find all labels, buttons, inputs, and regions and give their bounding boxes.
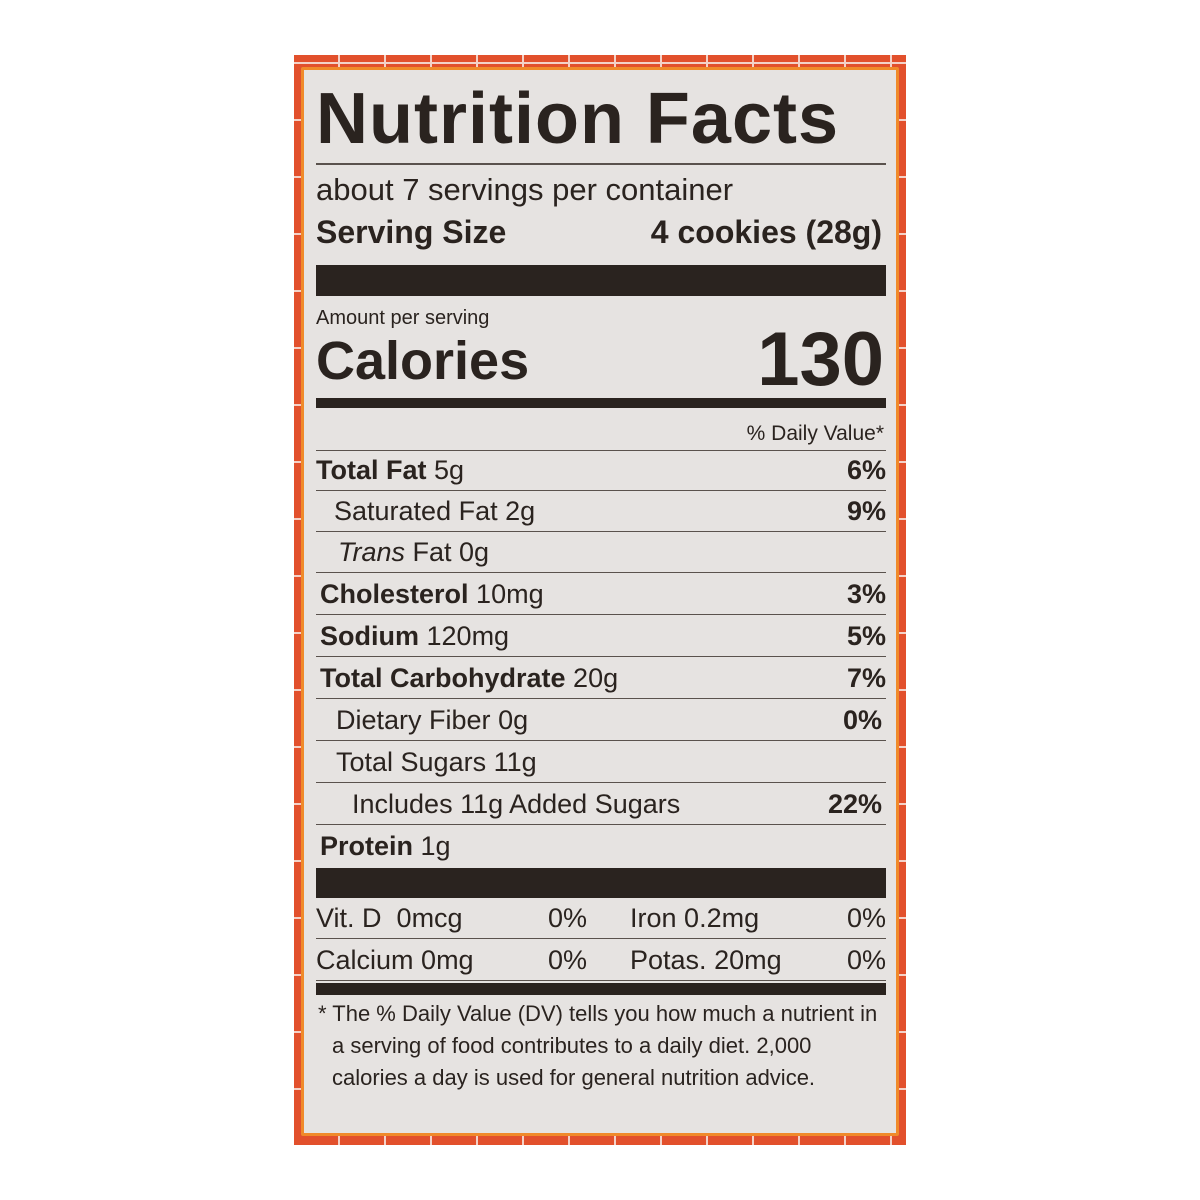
calories-value: 130 [757, 317, 884, 402]
nutrient-amount: 5g [434, 455, 465, 485]
vitamin-dv: 0% [548, 945, 588, 975]
vitamin-name: Potas. [630, 945, 707, 975]
nutrient-dv: 22% [827, 789, 882, 819]
nutrient-row: Cholesterol 10mg 3% [316, 574, 886, 615]
nutrient-name: Dietary Fiber [336, 705, 491, 735]
vitamin-name: Iron [630, 903, 677, 933]
serving-size-label: Serving Size [316, 214, 507, 250]
label-title: Nutrition Facts [316, 79, 840, 159]
nutrient-row: Includes 11g Added Sugars 22% [316, 784, 886, 825]
nutrient-name: Total Carbohydrate [320, 663, 566, 693]
nutrient-name: Cholesterol [320, 579, 469, 609]
daily-value-header: % Daily Value* [746, 422, 884, 445]
vitamin-row: Calcium 0mg 0% Potas. 20mg 0% [316, 940, 886, 981]
vitamin-dv: 0% [846, 945, 886, 975]
nutrient-amount: 1g [420, 831, 451, 861]
nutrient-name: Total Sugars [336, 747, 487, 777]
thick-divider [316, 265, 886, 296]
vitamin-dv: 0% [846, 903, 886, 933]
nutrient-dv: 5% [846, 621, 886, 651]
nutrient-name: Saturated Fat [334, 496, 498, 526]
vitamin-dv: 0% [548, 903, 588, 933]
nutrient-row: Total Carbohydrate 20g 7% [316, 658, 886, 699]
nutrient-name: Trans [338, 537, 406, 567]
thick-divider [316, 868, 886, 898]
nutrient-amount: 20g [573, 663, 619, 693]
nutrient-row: Saturated Fat 2g 9% [316, 491, 886, 532]
nutrient-row: Sodium 120mg 5% [316, 616, 886, 657]
nutrient-dv: 6% [846, 455, 886, 485]
vitamin-name: Calcium [316, 945, 414, 975]
divider [316, 450, 886, 451]
nutrient-name: Protein [320, 831, 414, 861]
nutrient-row: Trans Fat 0g [316, 532, 886, 573]
nutrient-name: Total Fat [316, 455, 427, 485]
nutrient-amount: 2g [505, 496, 536, 526]
servings-per-container: about 7 servings per container [316, 172, 734, 207]
nutrient-amount: 120mg [426, 621, 510, 651]
nutrient-name: Includes 11g Added Sugars [352, 789, 681, 819]
footnote: * The % Daily Value (DV) tells you how m… [318, 1001, 878, 1090]
nutrient-amount: 11g [493, 747, 537, 777]
nutrient-row: Total Fat 5g 6% [316, 450, 886, 491]
nutrient-amount: 0g [498, 705, 529, 735]
vitamin-amount: 0mcg [396, 903, 463, 933]
vitamin-amount: 0mg [421, 945, 474, 975]
amount-per-serving: Amount per serving [316, 307, 490, 329]
nutrient-dv: 7% [846, 663, 886, 693]
nutrition-label-panel [301, 67, 899, 1136]
vitamin-name: Vit. D [316, 903, 382, 933]
vitamin-row: Vit. D 0mcg 0% Iron 0.2mg 0% [316, 898, 886, 939]
nutrient-amount: 10mg [476, 579, 544, 609]
vitamin-amount: 0.2mg [684, 903, 760, 933]
medium-divider [316, 398, 886, 408]
divider [316, 163, 886, 165]
nutrient-name: Sodium [320, 621, 419, 651]
nutrient-amount: Fat 0g [412, 537, 490, 567]
nutrient-row: Total Sugars 11g [316, 742, 886, 783]
medium-divider [316, 983, 886, 995]
vitamin-amount: 20mg [714, 945, 782, 975]
nutrient-dv: 9% [846, 496, 886, 526]
calories-label: Calories [316, 331, 530, 391]
serving-size-value: 4 cookies (28g) [650, 214, 882, 250]
nutrient-row: Dietary Fiber 0g 0% [316, 700, 886, 741]
nutrient-row: Protein 1g [316, 826, 886, 866]
nutrient-dv: 0% [842, 705, 882, 735]
nutrient-dv: 3% [846, 579, 886, 609]
